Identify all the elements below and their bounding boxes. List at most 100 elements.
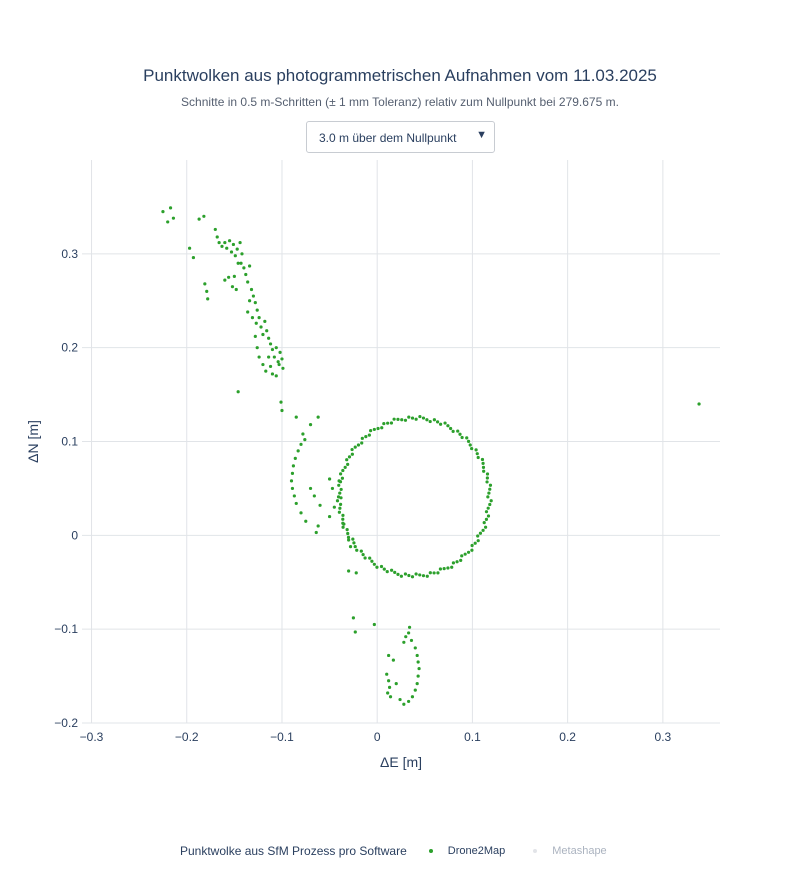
data-point — [290, 486, 295, 491]
data-point — [257, 355, 261, 359]
data-point — [465, 436, 469, 440]
data-point — [232, 274, 236, 278]
data-point — [414, 417, 418, 421]
legend-item-drone2map[interactable]: Drone2Map — [428, 845, 506, 857]
data-point — [353, 445, 357, 449]
data-point — [425, 574, 429, 578]
data-point — [261, 332, 265, 337]
data-point — [249, 287, 254, 292]
data-point — [261, 362, 265, 367]
legend-item-metashape[interactable]: Metashape — [533, 845, 607, 857]
data-point — [463, 552, 467, 556]
data-point — [294, 415, 298, 419]
data-point — [205, 289, 209, 293]
data-point — [403, 418, 408, 422]
data-point — [473, 541, 477, 545]
data-point — [407, 631, 411, 635]
x-tick-label: 0.1 — [464, 730, 481, 744]
data-point — [484, 510, 489, 514]
data-point — [414, 572, 418, 576]
data-point — [350, 452, 354, 456]
data-point — [428, 571, 432, 575]
data-point — [482, 469, 486, 473]
data-point — [223, 240, 227, 245]
data-point — [407, 415, 411, 419]
data-point — [336, 495, 341, 499]
data-point — [215, 235, 219, 239]
data-point — [385, 672, 389, 676]
data-point — [387, 685, 392, 689]
data-point — [387, 679, 391, 683]
data-point — [274, 374, 278, 378]
data-point — [351, 616, 355, 620]
data-point — [480, 457, 485, 462]
data-point — [301, 432, 305, 436]
data-point — [402, 702, 406, 706]
data-point — [478, 531, 483, 535]
data-point — [356, 443, 361, 447]
height-level-dropdown[interactable]: 3.0 m über dem Nullpunkt ▼ — [306, 121, 495, 153]
data-point — [451, 561, 456, 565]
data-point — [236, 261, 240, 265]
data-point — [217, 240, 221, 245]
data-point — [396, 417, 400, 421]
data-point — [220, 244, 224, 248]
data-point — [188, 246, 192, 250]
data-point — [253, 334, 257, 339]
data-point — [352, 541, 356, 545]
data-point — [202, 214, 206, 218]
data-point — [364, 435, 368, 439]
data-point — [435, 420, 440, 424]
data-point — [375, 565, 379, 569]
data-point — [468, 443, 472, 447]
legend-label-drone2map: Drone2Map — [447, 845, 506, 857]
data-point — [239, 261, 243, 265]
data-point — [227, 275, 231, 279]
data-point — [289, 479, 294, 483]
data-point — [410, 695, 415, 699]
data-point — [396, 572, 400, 576]
data-point — [388, 695, 393, 699]
y-tick-label: 0 — [71, 528, 78, 542]
data-point — [293, 456, 297, 460]
data-point — [407, 625, 412, 629]
data-point — [376, 426, 380, 431]
y-tick-label: −0.1 — [54, 622, 78, 636]
data-point — [416, 674, 420, 678]
data-point — [456, 429, 460, 433]
data-point — [338, 491, 342, 495]
data-point — [410, 575, 415, 579]
data-point — [418, 573, 422, 577]
data-point — [466, 439, 471, 444]
data-point — [489, 499, 493, 503]
data-point — [372, 427, 376, 432]
data-point — [407, 699, 411, 704]
x-tick-label: −0.1 — [270, 730, 294, 744]
data-point — [439, 422, 443, 426]
data-point — [482, 521, 486, 525]
data-point — [458, 432, 462, 436]
data-point — [270, 347, 275, 352]
data-point — [393, 570, 397, 574]
data-point — [438, 567, 442, 571]
data-point — [327, 477, 332, 481]
data-point — [410, 416, 415, 420]
data-point — [432, 418, 436, 422]
legend-marker-metashape — [533, 849, 538, 853]
data-point — [337, 483, 341, 487]
data-point — [206, 297, 210, 301]
data-point — [449, 426, 453, 431]
x-axis-title: ΔE [m] — [380, 754, 422, 770]
data-point — [450, 565, 454, 569]
data-point — [238, 240, 242, 245]
data-point — [485, 476, 489, 480]
data-point — [488, 483, 493, 487]
data-point — [368, 556, 372, 560]
data-point — [343, 465, 347, 469]
data-point — [279, 400, 283, 404]
data-point — [436, 571, 440, 575]
data-point — [318, 503, 322, 507]
data-point — [360, 436, 364, 440]
data-point — [348, 544, 353, 549]
